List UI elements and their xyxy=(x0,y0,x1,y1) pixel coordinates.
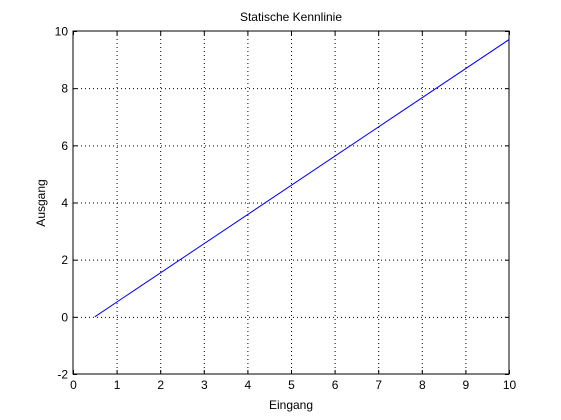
y-tick-label: -2 xyxy=(57,368,68,382)
chart-title: Statische Kennlinie xyxy=(240,10,342,24)
series-layer xyxy=(94,39,510,318)
grid xyxy=(73,31,509,374)
x-axis-label: Eingang xyxy=(269,398,313,412)
y-tick-label: 4 xyxy=(61,196,68,210)
x-tick-label: 5 xyxy=(288,378,295,392)
x-tick-label: 7 xyxy=(375,378,382,392)
y-tick-label: 8 xyxy=(61,82,68,96)
y-tick-label: 0 xyxy=(61,310,68,324)
x-tick-label: 2 xyxy=(157,378,164,392)
axes-frame xyxy=(72,30,510,375)
x-tick-label: 8 xyxy=(419,378,426,392)
y-tick-label: 10 xyxy=(55,25,69,39)
x-tick-label: 6 xyxy=(332,378,339,392)
x-tick-label: 4 xyxy=(245,378,252,392)
series-line xyxy=(94,39,510,318)
x-tick-label: 10 xyxy=(503,378,517,392)
y-tick-label: 6 xyxy=(61,139,68,153)
x-tick-label: 1 xyxy=(114,378,121,392)
plot-area xyxy=(72,30,510,375)
x-tick-label: 3 xyxy=(201,378,208,392)
x-tick-label: 9 xyxy=(463,378,470,392)
y-axis-label: Ausgang xyxy=(34,179,48,226)
x-tick-label: 0 xyxy=(70,378,77,392)
y-tick-label: 2 xyxy=(61,253,68,267)
